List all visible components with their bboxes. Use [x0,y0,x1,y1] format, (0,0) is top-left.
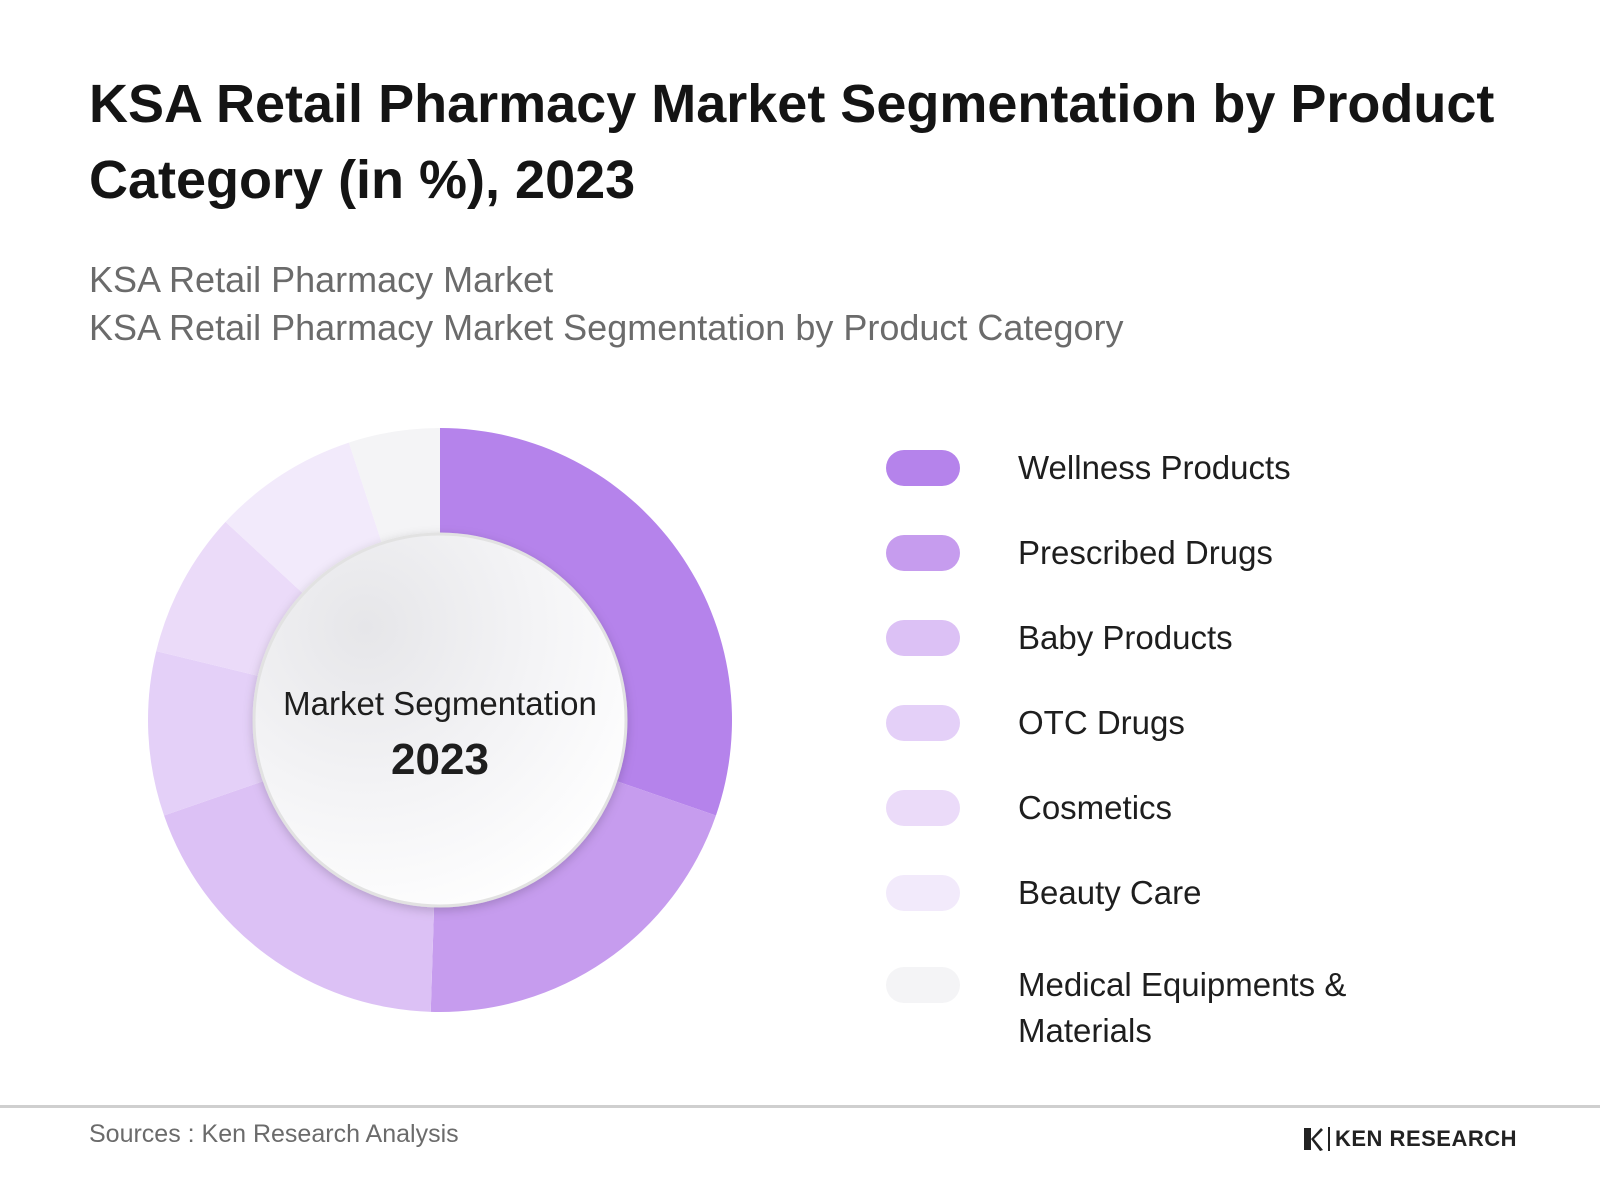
donut-slice-baby-products [164,780,435,1012]
logo-separator [1328,1127,1330,1151]
legend-swatch [886,450,960,486]
legend-label: Cosmetics [1018,789,1173,826]
legend-item-beauty-care: Beauty Care [886,874,1398,916]
legend-swatch [886,967,960,1003]
donut-slice-prescribed-drugs [430,780,716,1012]
legend-label: Prescribed Drugs [1018,534,1273,571]
legend-label: Wellness Products [1018,449,1291,486]
legend-item-medical-equipments: Medical Equipments & Materials [886,966,1398,1054]
donut-slice-cosmetics [156,521,304,677]
legend-item-otc-drugs: OTC Drugs [886,704,1398,746]
chart-subtitle-market: KSA Retail Pharmacy Market [89,259,554,300]
legend-swatch [886,790,960,826]
legend-label: Beauty Care [1018,874,1202,911]
legend-item-baby-products: Baby Products [886,619,1398,661]
donut-slice-wellness-products [440,428,732,816]
legend-swatch [886,535,960,571]
ken-research-logo-icon [1304,1128,1323,1151]
donut-center-disc [252,532,628,908]
legend-item-cosmetics: Cosmetics [886,789,1398,831]
legend-label: OTC Drugs [1018,704,1185,741]
legend-label: Medical Equipments & Materials [1018,966,1347,1049]
source-note: Sources : Ken Research Analysis [89,1120,459,1148]
legend-swatch [886,620,960,656]
legend-label: Baby Products [1018,619,1233,656]
donut-slice-otc-drugs [148,651,265,816]
ken-research-logo: KEN RESEARCH [1302,1126,1517,1152]
legend-item-prescribed-drugs: Prescribed Drugs [886,534,1398,576]
logo-text: KEN RESEARCH [1335,1126,1518,1151]
donut-center-label: Market Segmentation [283,685,597,722]
chart-title: KSA Retail Pharmacy Market Segmentation … [89,74,1495,210]
legend-swatch [886,705,960,741]
footer-divider [0,1105,1600,1108]
donut-chart: Market Segmentation 2023 [148,428,732,1012]
legend-item-wellness-products: Wellness Products [886,449,1398,491]
donut-slice-beauty-care [225,442,382,594]
legend-swatch [886,875,960,911]
chart-subtitle-segmentation: KSA Retail Pharmacy Market Segmentation … [89,307,1124,348]
donut-slice-medical-equipments-materials [348,428,440,544]
donut-center-year: 2023 [391,735,489,784]
